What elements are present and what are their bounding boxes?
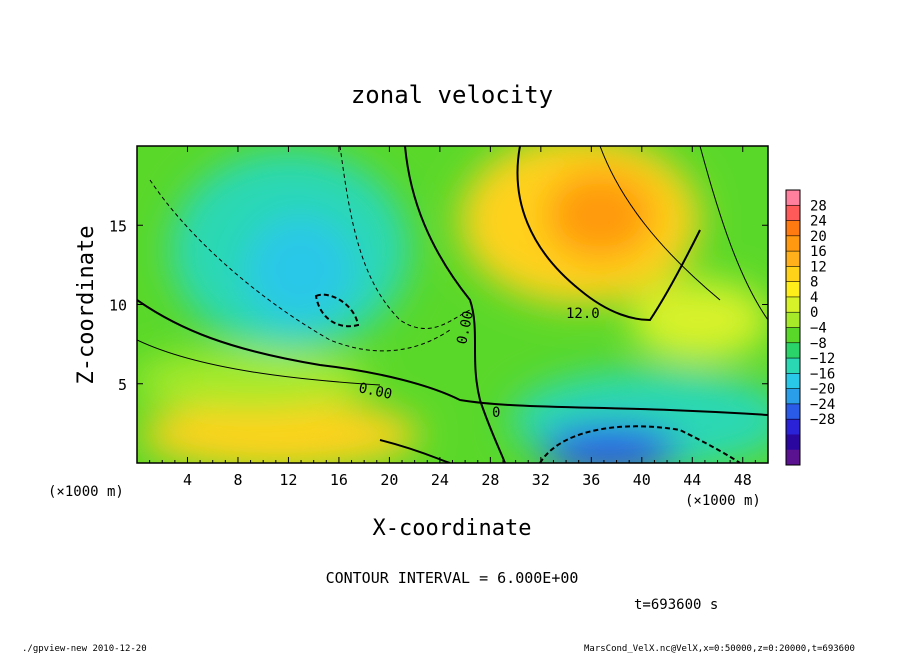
y-unit-label: (×1000 m)	[48, 484, 124, 500]
colorbar-swatch	[786, 388, 800, 405]
x-tick-label: 44	[683, 471, 701, 489]
colorbar-label: 8	[810, 275, 818, 291]
contour-label: 0.00	[357, 380, 393, 403]
x-tick-label: 16	[330, 471, 348, 489]
colorbar-label: 20	[810, 229, 827, 245]
contour-label: 0	[492, 405, 500, 421]
x-tick-label: 4	[183, 471, 192, 489]
x-axis-label: X-coordinate	[373, 516, 532, 541]
colorbar-swatch	[786, 419, 800, 435]
colorbar-swatch	[786, 373, 800, 390]
colorbar-label: −12	[810, 351, 835, 367]
colorbar-label: 12	[810, 259, 827, 275]
colorbar-swatch	[786, 205, 800, 222]
x-axis: 4 8 12 16 20 24 28 32 36 40 44 48	[149, 146, 756, 489]
y-axis-label: Z-coordinate	[74, 226, 99, 385]
colorbar-swatch	[786, 266, 800, 283]
colorbar-label: 28	[810, 198, 827, 214]
contour-interval-text: CONTOUR INTERVAL = 6.000E+00	[326, 569, 579, 587]
time-text: t=693600 s	[634, 597, 718, 613]
colorbar-swatch	[786, 235, 800, 252]
x-tick-label: 8	[233, 471, 242, 489]
colorbar-label: −24	[810, 397, 835, 413]
colorbar-swatch	[786, 403, 800, 420]
y-tick-label: 15	[109, 217, 127, 235]
colorbar-label: 24	[810, 214, 827, 230]
footer-right: MarsCond_VelX.nc@VelX,x=0:50000,z=0:2000…	[584, 644, 855, 654]
y-axis: 5 10 15	[109, 217, 768, 394]
colorbar-label: −20	[810, 382, 835, 398]
colorbar-label: 4	[810, 290, 818, 306]
colorbar-swatch	[786, 281, 800, 298]
contour-label: 0.00	[454, 310, 477, 346]
colorbar-swatch	[786, 342, 800, 359]
colorbar-label: −4	[810, 321, 827, 337]
colorbar-swatch	[786, 251, 800, 267]
x-tick-label: 32	[532, 471, 550, 489]
x-tick-label: 20	[380, 471, 398, 489]
y-tick-label: 10	[109, 297, 127, 315]
chart-title: zonal velocity	[351, 81, 553, 109]
x-tick-label: 28	[481, 471, 499, 489]
colorbar-label: 16	[810, 244, 827, 260]
colorbar-swatch	[786, 327, 800, 344]
colorbar-label: −28	[810, 412, 835, 428]
colorbar-label: 0	[810, 305, 818, 321]
x-tick-label: 24	[431, 471, 449, 489]
colorbar-label: −16	[810, 366, 835, 382]
x-unit-label: (×1000 m)	[685, 493, 761, 509]
colorbar-label: −8	[810, 336, 827, 352]
colorbar-swatch	[786, 190, 800, 206]
colorbar-swatch	[786, 296, 800, 313]
x-tick-label: 48	[734, 471, 752, 489]
colorbar-swatch	[786, 449, 800, 466]
colorbar-swatch	[786, 434, 800, 451]
x-tick-label: 12	[279, 471, 297, 489]
x-tick-label: 40	[633, 471, 651, 489]
colorbar-swatch	[786, 220, 800, 237]
contour-label: 12.0	[566, 306, 600, 322]
colorbar-swatch	[786, 312, 800, 328]
heatmap-field: 0.00 0.00 12.0 0	[137, 146, 768, 463]
y-tick-label: 5	[118, 376, 127, 394]
footer-left: ./gpview-new 2010-12-20	[22, 644, 147, 654]
colorbar-swatch	[786, 358, 800, 374]
x-tick-label: 36	[582, 471, 600, 489]
